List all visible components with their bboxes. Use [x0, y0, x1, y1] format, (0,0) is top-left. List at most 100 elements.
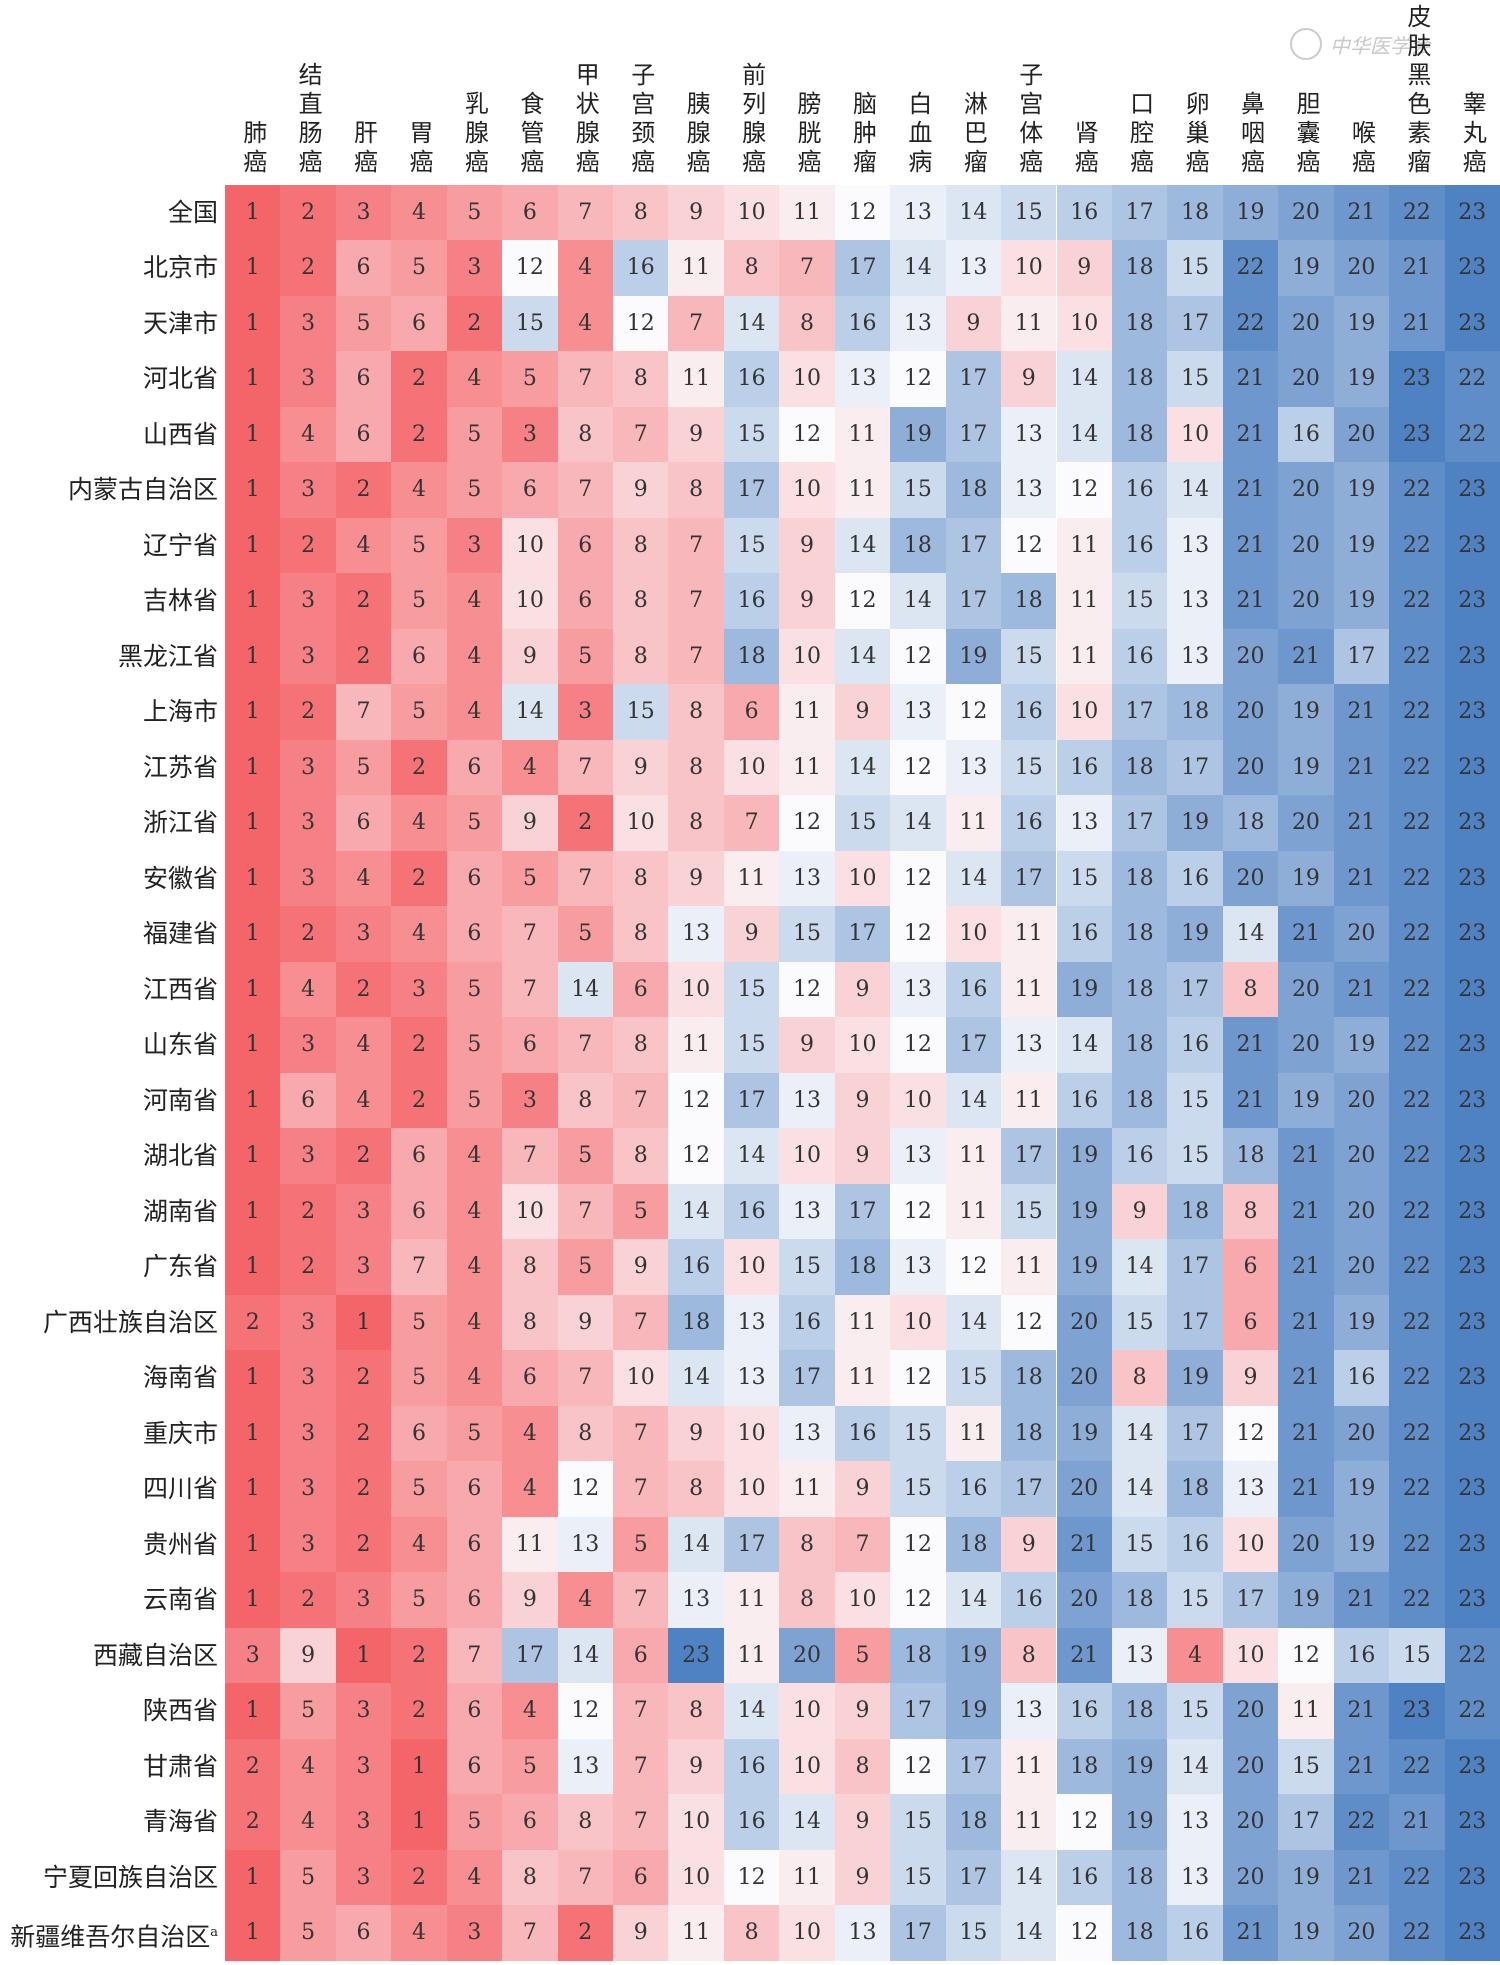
heatmap-cell: 3 — [280, 351, 336, 407]
heatmap-cell: 16 — [1333, 1350, 1390, 1406]
heatmap-cell: 1 — [225, 1128, 281, 1184]
heatmap-cell: 19 — [890, 406, 946, 462]
heatmap-cell: 20 — [1278, 961, 1334, 1017]
heatmap-cell: 15 — [1167, 351, 1223, 407]
heatmap-cell: 7 — [557, 184, 613, 240]
heatmap-cell: 7 — [613, 1572, 669, 1628]
heatmap-cell: 20 — [1278, 517, 1334, 573]
heatmap-cell: 22 — [1389, 961, 1445, 1017]
column-label-text: 胰腺癌 — [682, 91, 711, 178]
row-label: 湖北省 — [0, 1128, 218, 1184]
heatmap-cell: 19 — [1333, 573, 1390, 629]
heatmap-cell: 6 — [502, 1350, 558, 1406]
heatmap-cell: 7 — [668, 517, 724, 573]
heatmap-cell: 19 — [1333, 1516, 1390, 1572]
heatmap-cell: 21 — [1278, 906, 1334, 962]
heatmap-cell: 19 — [1222, 184, 1279, 240]
heatmap-cell: 23 — [1444, 628, 1500, 684]
heatmap-cell: 6 — [613, 961, 669, 1017]
heatmap-cell: 7 — [557, 1849, 613, 1905]
row-label: 吉林省 — [0, 573, 218, 629]
heatmap-cell: 5 — [446, 1017, 503, 1073]
heatmap-cell: 21 — [1333, 1738, 1390, 1794]
row-label: 浙江省 — [0, 795, 218, 851]
heatmap-cell: 18 — [1222, 1128, 1279, 1184]
heatmap-cell: 6 — [446, 1683, 503, 1739]
heatmap-cell: 20 — [1333, 406, 1390, 462]
heatmap-cell: 13 — [945, 739, 1002, 795]
heatmap-cell: 16 — [1056, 1683, 1112, 1739]
heatmap-cell: 14 — [945, 850, 1002, 906]
heatmap-cell: 19 — [1167, 795, 1223, 851]
heatmap-cell: 16 — [945, 1461, 1002, 1517]
heatmap-cell: 22 — [1389, 1294, 1445, 1350]
heatmap-cell: 3 — [280, 1516, 336, 1572]
heatmap-cell: 9 — [1001, 1516, 1057, 1572]
heatmap-cell: 11 — [945, 1183, 1002, 1239]
column-label: 胆囊癌 — [1278, 91, 1333, 178]
heatmap-cell: 9 — [834, 961, 891, 1017]
heatmap-cell: 14 — [779, 1794, 835, 1850]
heatmap-cell: 23 — [1444, 1239, 1500, 1295]
heatmap-cell: 19 — [1333, 1017, 1390, 1073]
heatmap-cell: 22 — [1444, 1683, 1500, 1739]
heatmap-cell: 11 — [1001, 1239, 1057, 1295]
column-label: 膀胱癌 — [779, 91, 834, 178]
heatmap-cell: 4 — [446, 573, 503, 629]
heatmap-cell: 18 — [1111, 906, 1168, 962]
heatmap-cell: 20 — [779, 1627, 835, 1683]
heatmap-cell: 7 — [779, 240, 835, 296]
row-label-text: 浙江省 — [142, 808, 218, 837]
heatmap-cell: 11 — [1056, 517, 1112, 573]
heatmap-cell: 8 — [668, 795, 724, 851]
heatmap-cell: 1 — [225, 906, 281, 962]
heatmap-cell: 23 — [1444, 1905, 1500, 1961]
column-label: 白血病 — [890, 91, 945, 178]
heatmap-cell: 19 — [1278, 850, 1334, 906]
heatmap-cell: 13 — [1167, 573, 1223, 629]
heatmap-cell: 15 — [945, 1350, 1002, 1406]
heatmap-cell: 5 — [391, 1350, 447, 1406]
heatmap-cell: 2 — [225, 1294, 281, 1350]
heatmap-cell: 5 — [446, 184, 503, 240]
heatmap-cell: 22 — [1389, 850, 1445, 906]
heatmap-cell: 10 — [613, 795, 669, 851]
heatmap-cell: 1 — [225, 406, 281, 462]
heatmap-cell: 14 — [1111, 1239, 1168, 1295]
heatmap-cell: 10 — [779, 628, 835, 684]
heatmap-cell: 8 — [613, 351, 669, 407]
heatmap-cell: 7 — [613, 1405, 669, 1461]
heatmap-cell: 4 — [335, 517, 392, 573]
heatmap-cell: 12 — [723, 1849, 780, 1905]
heatmap-cell: 12 — [945, 1239, 1002, 1295]
heatmap-cell: 16 — [1056, 1072, 1112, 1128]
row-label-text: 山东省 — [142, 1030, 218, 1059]
heatmap-cell: 18 — [1111, 1072, 1168, 1128]
heatmap-cell: 8 — [779, 1572, 835, 1628]
heatmap-cell: 23 — [1444, 1017, 1500, 1073]
heatmap-cell: 9 — [1001, 351, 1057, 407]
row-label-text: 云南省 — [142, 1585, 218, 1614]
heatmap-cell: 14 — [1056, 351, 1112, 407]
heatmap-cell: 2 — [335, 1516, 392, 1572]
column-label-text: 白血病 — [903, 91, 932, 178]
heatmap-cell: 2 — [280, 1239, 336, 1295]
heatmap-cell: 1 — [225, 240, 281, 296]
heatmap-cell: 7 — [502, 961, 558, 1017]
heatmap-cell: 16 — [834, 295, 891, 351]
heatmap-cell: 21 — [1333, 739, 1390, 795]
heatmap-cell: 7 — [613, 1294, 669, 1350]
row-label: 山东省 — [0, 1017, 218, 1073]
heatmap-cell: 17 — [1333, 628, 1390, 684]
column-label-text: 乳腺癌 — [460, 91, 489, 178]
heatmap-cell: 4 — [446, 1239, 503, 1295]
footnote-marker: a — [210, 1925, 218, 1940]
heatmap-cell: 11 — [1001, 961, 1057, 1017]
heatmap-cell: 6 — [446, 739, 503, 795]
heatmap-cell: 8 — [723, 1905, 780, 1961]
row-label: 重庆市 — [0, 1406, 218, 1462]
column-label-text: 鼻咽癌 — [1236, 91, 1265, 178]
heatmap-cell: 9 — [280, 1627, 336, 1683]
heatmap-cell: 18 — [1111, 1017, 1168, 1073]
heatmap-cell: 14 — [723, 1128, 780, 1184]
